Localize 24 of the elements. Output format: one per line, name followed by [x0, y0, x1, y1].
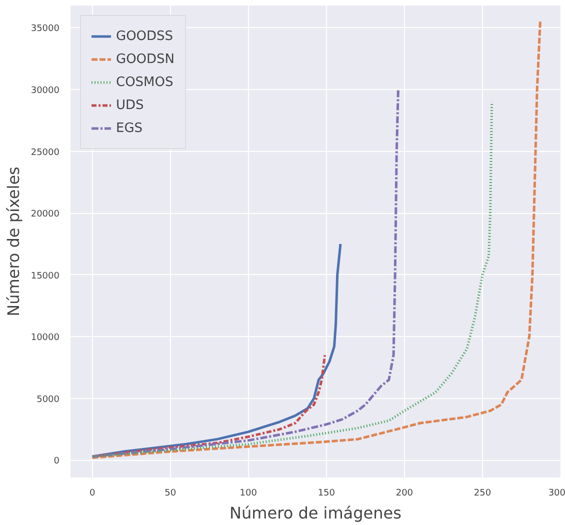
- y-tick-label: 15000: [30, 271, 60, 282]
- x-tick-label: 300: [548, 488, 565, 498]
- legend-label: EGS: [116, 120, 143, 136]
- legend-label: UDS: [116, 98, 144, 112]
- x-tick-label: 200: [396, 488, 414, 498]
- x-tick-label: 50: [164, 488, 176, 498]
- x-axis-title: Número de imágenes: [230, 504, 402, 522]
- y-tick-label: 0: [54, 456, 60, 467]
- legend-label: GOODSN: [116, 52, 175, 66]
- x-tick-label: 250: [474, 488, 492, 498]
- y-tick-label: 25000: [30, 148, 60, 158]
- y-tick-label: 5000: [36, 394, 60, 405]
- y-tick-label: 30000: [30, 86, 60, 96]
- y-tick-label: 20000: [30, 210, 60, 220]
- y-tick-label: 35000: [30, 24, 60, 34]
- x-tick-label: 0: [89, 488, 96, 498]
- y-axis-title: Número de píxeles: [4, 166, 23, 316]
- x-tick-label: 150: [318, 488, 336, 498]
- legend-label: COSMOS: [116, 74, 174, 90]
- line-series: [91, 88, 400, 458]
- legend-label: GOODSS: [116, 28, 174, 44]
- y-tick-label: 10000: [30, 333, 60, 344]
- line-series: [91, 20, 542, 459]
- x-tick-label: 100: [240, 488, 258, 498]
